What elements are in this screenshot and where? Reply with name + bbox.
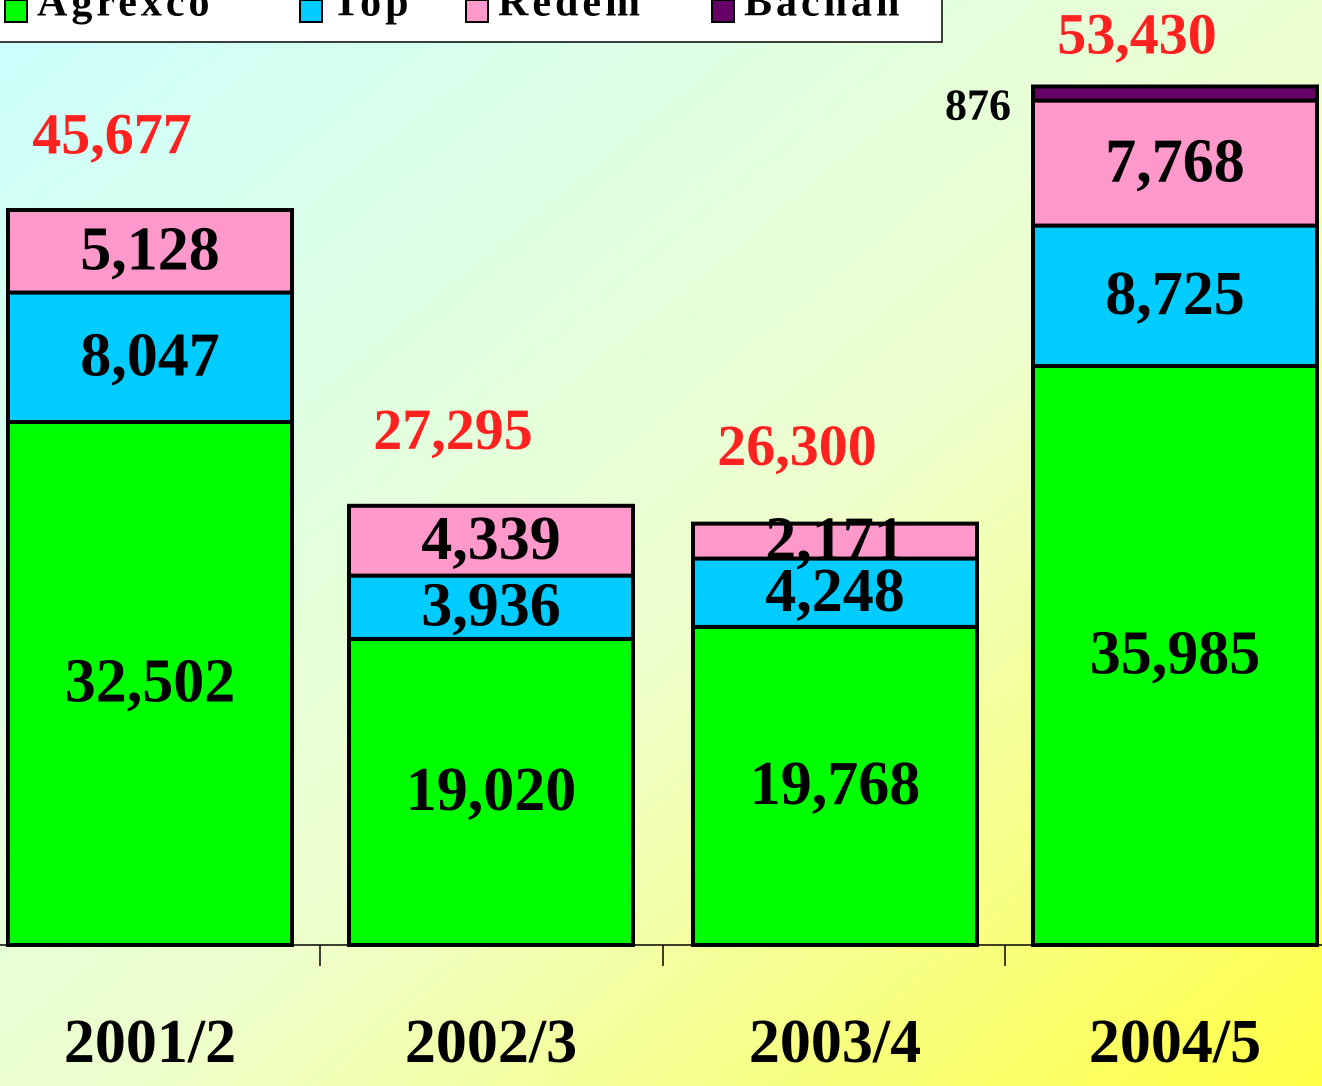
bar-segment — [1031, 98, 1319, 228]
value-label: 7,768 — [1105, 127, 1245, 195]
legend-label: Top — [332, 0, 413, 26]
legend-label: Agrexco — [37, 0, 214, 26]
value-label: 19,020 — [406, 756, 577, 824]
x-tick-label: 2002/3 — [405, 1008, 577, 1076]
bar-segment — [347, 573, 635, 641]
bar-segment — [347, 636, 635, 948]
bar-segment — [1031, 84, 1319, 103]
bar-segment — [691, 624, 979, 947]
value-label: 2,171 — [765, 505, 905, 573]
value-label: 35,985 — [1090, 620, 1261, 688]
bar-segment — [1031, 363, 1319, 947]
bar-segment — [691, 521, 979, 561]
x-tick-label: 2004/5 — [1089, 1008, 1261, 1076]
x-tick-label: 2003/4 — [749, 1008, 921, 1076]
value-label: 5,128 — [80, 216, 220, 284]
bar-segment — [347, 503, 635, 578]
bar-segment — [6, 208, 294, 295]
value-label: 876 — [945, 81, 1011, 130]
legend-swatch — [711, 0, 735, 23]
legend-swatch — [4, 0, 28, 23]
value-label: 19,768 — [750, 750, 921, 818]
total-label: 45,677 — [32, 101, 192, 166]
legend-swatch — [299, 0, 323, 23]
value-label: 4,339 — [421, 505, 561, 573]
legend-label: Redem — [498, 0, 644, 26]
total-label: 26,300 — [717, 413, 877, 478]
total-label: 53,430 — [1057, 1, 1217, 66]
bar-segment — [1031, 223, 1319, 368]
x-tick-label: 2001/2 — [64, 1008, 236, 1076]
legend-label: Bachan — [744, 0, 903, 26]
value-label: 3,936 — [421, 572, 561, 640]
bar-segment — [6, 290, 294, 425]
legend-swatch — [465, 0, 489, 23]
bar-segment — [6, 420, 294, 948]
total-label: 27,295 — [373, 397, 533, 462]
value-label: 8,725 — [1105, 260, 1245, 328]
value-label: 32,502 — [65, 648, 236, 716]
value-label: 4,248 — [765, 557, 905, 625]
value-label: 8,047 — [80, 322, 220, 390]
